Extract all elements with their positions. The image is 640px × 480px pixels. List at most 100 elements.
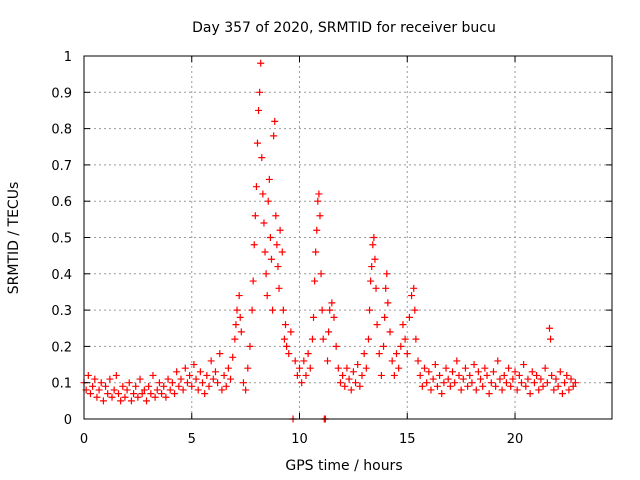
data-point [168, 379, 176, 387]
data-point [314, 197, 322, 205]
data-point [207, 357, 215, 365]
data-point [112, 371, 120, 379]
data-point [416, 371, 424, 379]
data-point [196, 368, 204, 376]
data-point [440, 379, 448, 387]
data-point [142, 397, 150, 405]
data-point [567, 375, 575, 383]
data-point [302, 371, 310, 379]
data-point [569, 382, 577, 390]
y-tick-label: 0.2 [51, 340, 72, 355]
data-point [500, 371, 508, 379]
data-point [425, 368, 433, 376]
data-point [84, 371, 92, 379]
data-point [214, 379, 222, 387]
data-point [546, 324, 554, 332]
data-point [222, 382, 230, 390]
data-point [155, 379, 163, 387]
data-point [433, 382, 441, 390]
data-point [123, 386, 131, 394]
data-point [466, 371, 474, 379]
data-point [147, 390, 155, 398]
data-point [464, 382, 472, 390]
data-point [149, 371, 157, 379]
data-point [300, 357, 308, 365]
data-point [256, 88, 264, 96]
chart-title: Day 357 of 2020, SRMTID for receiver buc… [192, 20, 496, 36]
data-point [317, 270, 325, 278]
data-point [220, 371, 228, 379]
data-point [541, 364, 549, 372]
data-point [316, 212, 324, 220]
data-point [293, 371, 301, 379]
data-point [140, 386, 148, 394]
data-point [145, 382, 153, 390]
data-point [119, 382, 127, 390]
y-tick-label: 0.4 [51, 268, 72, 283]
data-point [272, 212, 280, 220]
data-point [104, 390, 112, 398]
data-point [158, 390, 166, 398]
data-point [565, 386, 573, 394]
data-point [356, 382, 364, 390]
data-point [399, 321, 407, 329]
data-point [106, 375, 114, 383]
data-point [236, 313, 244, 321]
x-tick-label: 0 [80, 432, 88, 447]
data-points [80, 59, 579, 423]
data-point [427, 386, 435, 394]
data-point [326, 306, 334, 314]
data-point [535, 386, 543, 394]
data-point [453, 357, 461, 365]
data-point [134, 393, 142, 401]
data-point [509, 375, 517, 383]
data-point [257, 59, 265, 67]
data-point [449, 368, 457, 376]
data-point [237, 328, 245, 336]
data-point [380, 342, 388, 350]
data-point [513, 386, 521, 394]
y-tick-label: 0.3 [51, 304, 72, 319]
data-point [543, 379, 551, 387]
data-point [530, 379, 538, 387]
data-point [224, 364, 232, 372]
data-point [138, 390, 146, 398]
data-point [364, 335, 372, 343]
data-point [358, 371, 366, 379]
data-point [311, 277, 319, 285]
data-point [366, 306, 374, 314]
data-point [429, 375, 437, 383]
data-point [397, 342, 405, 350]
data-point [457, 386, 465, 394]
data-point [270, 132, 278, 140]
data-point [102, 382, 110, 390]
x-tick-label: 20 [507, 432, 524, 447]
grid-lines [84, 56, 612, 419]
data-point [273, 241, 281, 249]
data-point [330, 313, 338, 321]
data-point [160, 382, 168, 390]
data-point [232, 321, 240, 329]
data-point [263, 292, 271, 300]
data-point [110, 386, 118, 394]
data-point [502, 379, 510, 387]
data-point [345, 375, 353, 383]
data-point [265, 175, 273, 183]
data-point [235, 292, 243, 300]
data-point [242, 386, 250, 394]
data-point [186, 371, 194, 379]
data-point [515, 371, 523, 379]
data-point [179, 386, 187, 394]
data-point [173, 368, 181, 376]
data-point [136, 375, 144, 383]
data-point [537, 375, 545, 383]
data-point [91, 375, 99, 383]
data-point [175, 382, 183, 390]
data-point [334, 364, 342, 372]
data-point [354, 361, 362, 369]
data-point [218, 386, 226, 394]
data-point [411, 306, 419, 314]
data-point [563, 371, 571, 379]
axis-ticks: 00.10.20.30.40.50.60.70.80.910 5 10 15 20 [51, 50, 612, 447]
